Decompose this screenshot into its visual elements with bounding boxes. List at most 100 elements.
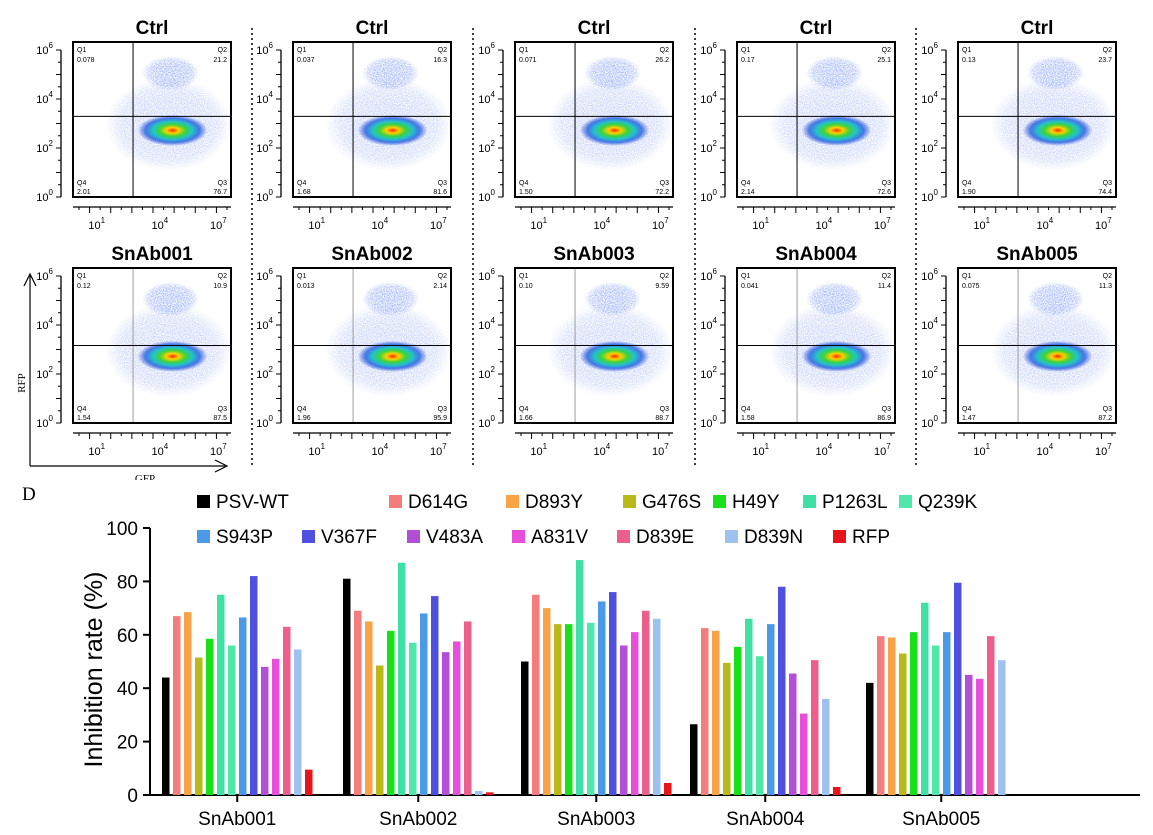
- x-tick-exponent: 7: [222, 216, 227, 225]
- y-tick-base: 10: [921, 271, 933, 283]
- y-tick-exponent: 2: [49, 139, 54, 148]
- y-tick-base: 10: [256, 45, 268, 57]
- plot-frame: [72, 267, 232, 424]
- x-tick-base: 10: [1095, 446, 1107, 458]
- y-tick-exponent: 4: [269, 316, 274, 325]
- bar: [184, 612, 192, 795]
- x-tick-label: 104: [594, 216, 611, 232]
- y-tick-base: 10: [36, 418, 48, 430]
- x-tick-exponent: 7: [664, 216, 669, 225]
- x-tick-label: 104: [152, 442, 169, 458]
- bar: [554, 624, 562, 795]
- quadrant-name: Q4: [741, 406, 750, 413]
- quadrant-value-q1: 0.17: [741, 57, 755, 64]
- y-tick-label: 102: [256, 365, 273, 381]
- quadrant-value-q1: 0.12: [77, 283, 91, 290]
- bar: [778, 586, 786, 795]
- bar: [745, 618, 753, 795]
- plot-title: SnAb001: [111, 244, 193, 265]
- y-tick-label: 80: [117, 572, 138, 593]
- y-tick-base: 10: [700, 320, 712, 332]
- y-tick-exponent: 0: [491, 414, 496, 423]
- x-tick-label: SnAb003: [557, 809, 635, 830]
- legend-label: PSV-WT: [216, 492, 289, 513]
- x-tick-label: 107: [874, 442, 891, 458]
- density-core: [801, 114, 872, 146]
- x-tick-label: 107: [430, 216, 447, 232]
- quadrant-name: Q2: [1103, 273, 1112, 280]
- bar: [620, 645, 628, 795]
- y-tick-label: 102: [36, 365, 53, 381]
- y-tick-label: 106: [478, 41, 495, 57]
- plot-frame: [292, 41, 452, 198]
- y-tick-base: 10: [478, 418, 490, 430]
- bar: [294, 649, 302, 795]
- y-tick-base: 10: [36, 369, 48, 381]
- legend-label: RFP: [852, 527, 890, 548]
- y-tick-label: 102: [36, 139, 53, 155]
- x-tick-label: 107: [652, 216, 669, 232]
- y-tick-exponent: 4: [491, 90, 496, 99]
- quadrant-value-q1: 0.037: [297, 57, 315, 64]
- bar: [420, 613, 428, 795]
- quadrant-value-q2: 2.14: [433, 283, 447, 290]
- legend-item: A831V: [512, 527, 588, 548]
- quadrant-name: Q3: [218, 406, 227, 413]
- y-tick-base: 10: [700, 369, 712, 381]
- bar: [811, 660, 819, 795]
- x-tick-exponent: 4: [606, 216, 611, 225]
- quadrant-value-q2: 23.7: [1098, 57, 1112, 64]
- legend-item: D614G: [389, 492, 468, 513]
- y-tick-exponent: 0: [49, 414, 54, 423]
- x-tick-base: 10: [88, 220, 100, 232]
- quadrant-name: Q3: [438, 180, 447, 187]
- bar-group: [343, 562, 494, 795]
- plot-title: Ctrl: [578, 18, 611, 39]
- quadrant-name: Q3: [1103, 180, 1112, 187]
- quadrant-value-q3: 87.2: [1098, 415, 1112, 422]
- bar: [642, 610, 650, 795]
- y-tick-base: 10: [36, 45, 48, 57]
- x-tick-label: 107: [1095, 442, 1112, 458]
- legend-label: D839N: [744, 527, 803, 548]
- bar: [998, 660, 1006, 795]
- bar: [987, 636, 995, 795]
- y-tick-exponent: 6: [713, 41, 718, 50]
- y-tick-base: 10: [256, 369, 268, 381]
- bar: [587, 622, 595, 795]
- x-tick-base: 10: [152, 220, 164, 232]
- x-tick-label: 107: [1095, 216, 1112, 232]
- plot-title: Ctrl: [800, 18, 833, 39]
- legend-item: V367F: [302, 527, 377, 548]
- x-tick-exponent: 4: [828, 216, 833, 225]
- panel-label: D: [22, 484, 36, 505]
- x-tick-base: 10: [530, 220, 542, 232]
- x-tick-exponent: 1: [321, 216, 326, 225]
- y-tick-exponent: 2: [713, 139, 718, 148]
- legend-item: S943P: [197, 527, 273, 548]
- x-tick-label: 104: [372, 442, 389, 458]
- y-tick-label: 102: [478, 139, 495, 155]
- quadrant-name: Q4: [77, 406, 86, 413]
- y-tick-exponent: 0: [269, 188, 274, 197]
- x-tick-exponent: 1: [321, 442, 326, 451]
- quadrant-name: Q3: [660, 406, 669, 413]
- bar: [877, 636, 885, 795]
- quadrant-value-q2: 10.9: [213, 283, 227, 290]
- x-tick-label: 101: [752, 442, 769, 458]
- y-tick-exponent: 6: [269, 41, 274, 50]
- bar: [822, 698, 830, 795]
- legend-swatch: [389, 495, 402, 508]
- y-tick-exponent: 0: [934, 414, 939, 423]
- y-tick-base: 10: [256, 271, 268, 283]
- bar: [943, 632, 951, 795]
- quadrant-name: Q2: [660, 47, 669, 54]
- x-tick-base: 10: [1095, 220, 1107, 232]
- bar: [598, 601, 606, 795]
- y-tick-exponent: 2: [269, 139, 274, 148]
- quadrant-name: Q1: [962, 47, 971, 54]
- quadrant-name: Q1: [519, 47, 528, 54]
- y-tick-exponent: 6: [491, 267, 496, 276]
- legend-swatch: [725, 530, 738, 543]
- event-scatter-upper: [806, 55, 863, 91]
